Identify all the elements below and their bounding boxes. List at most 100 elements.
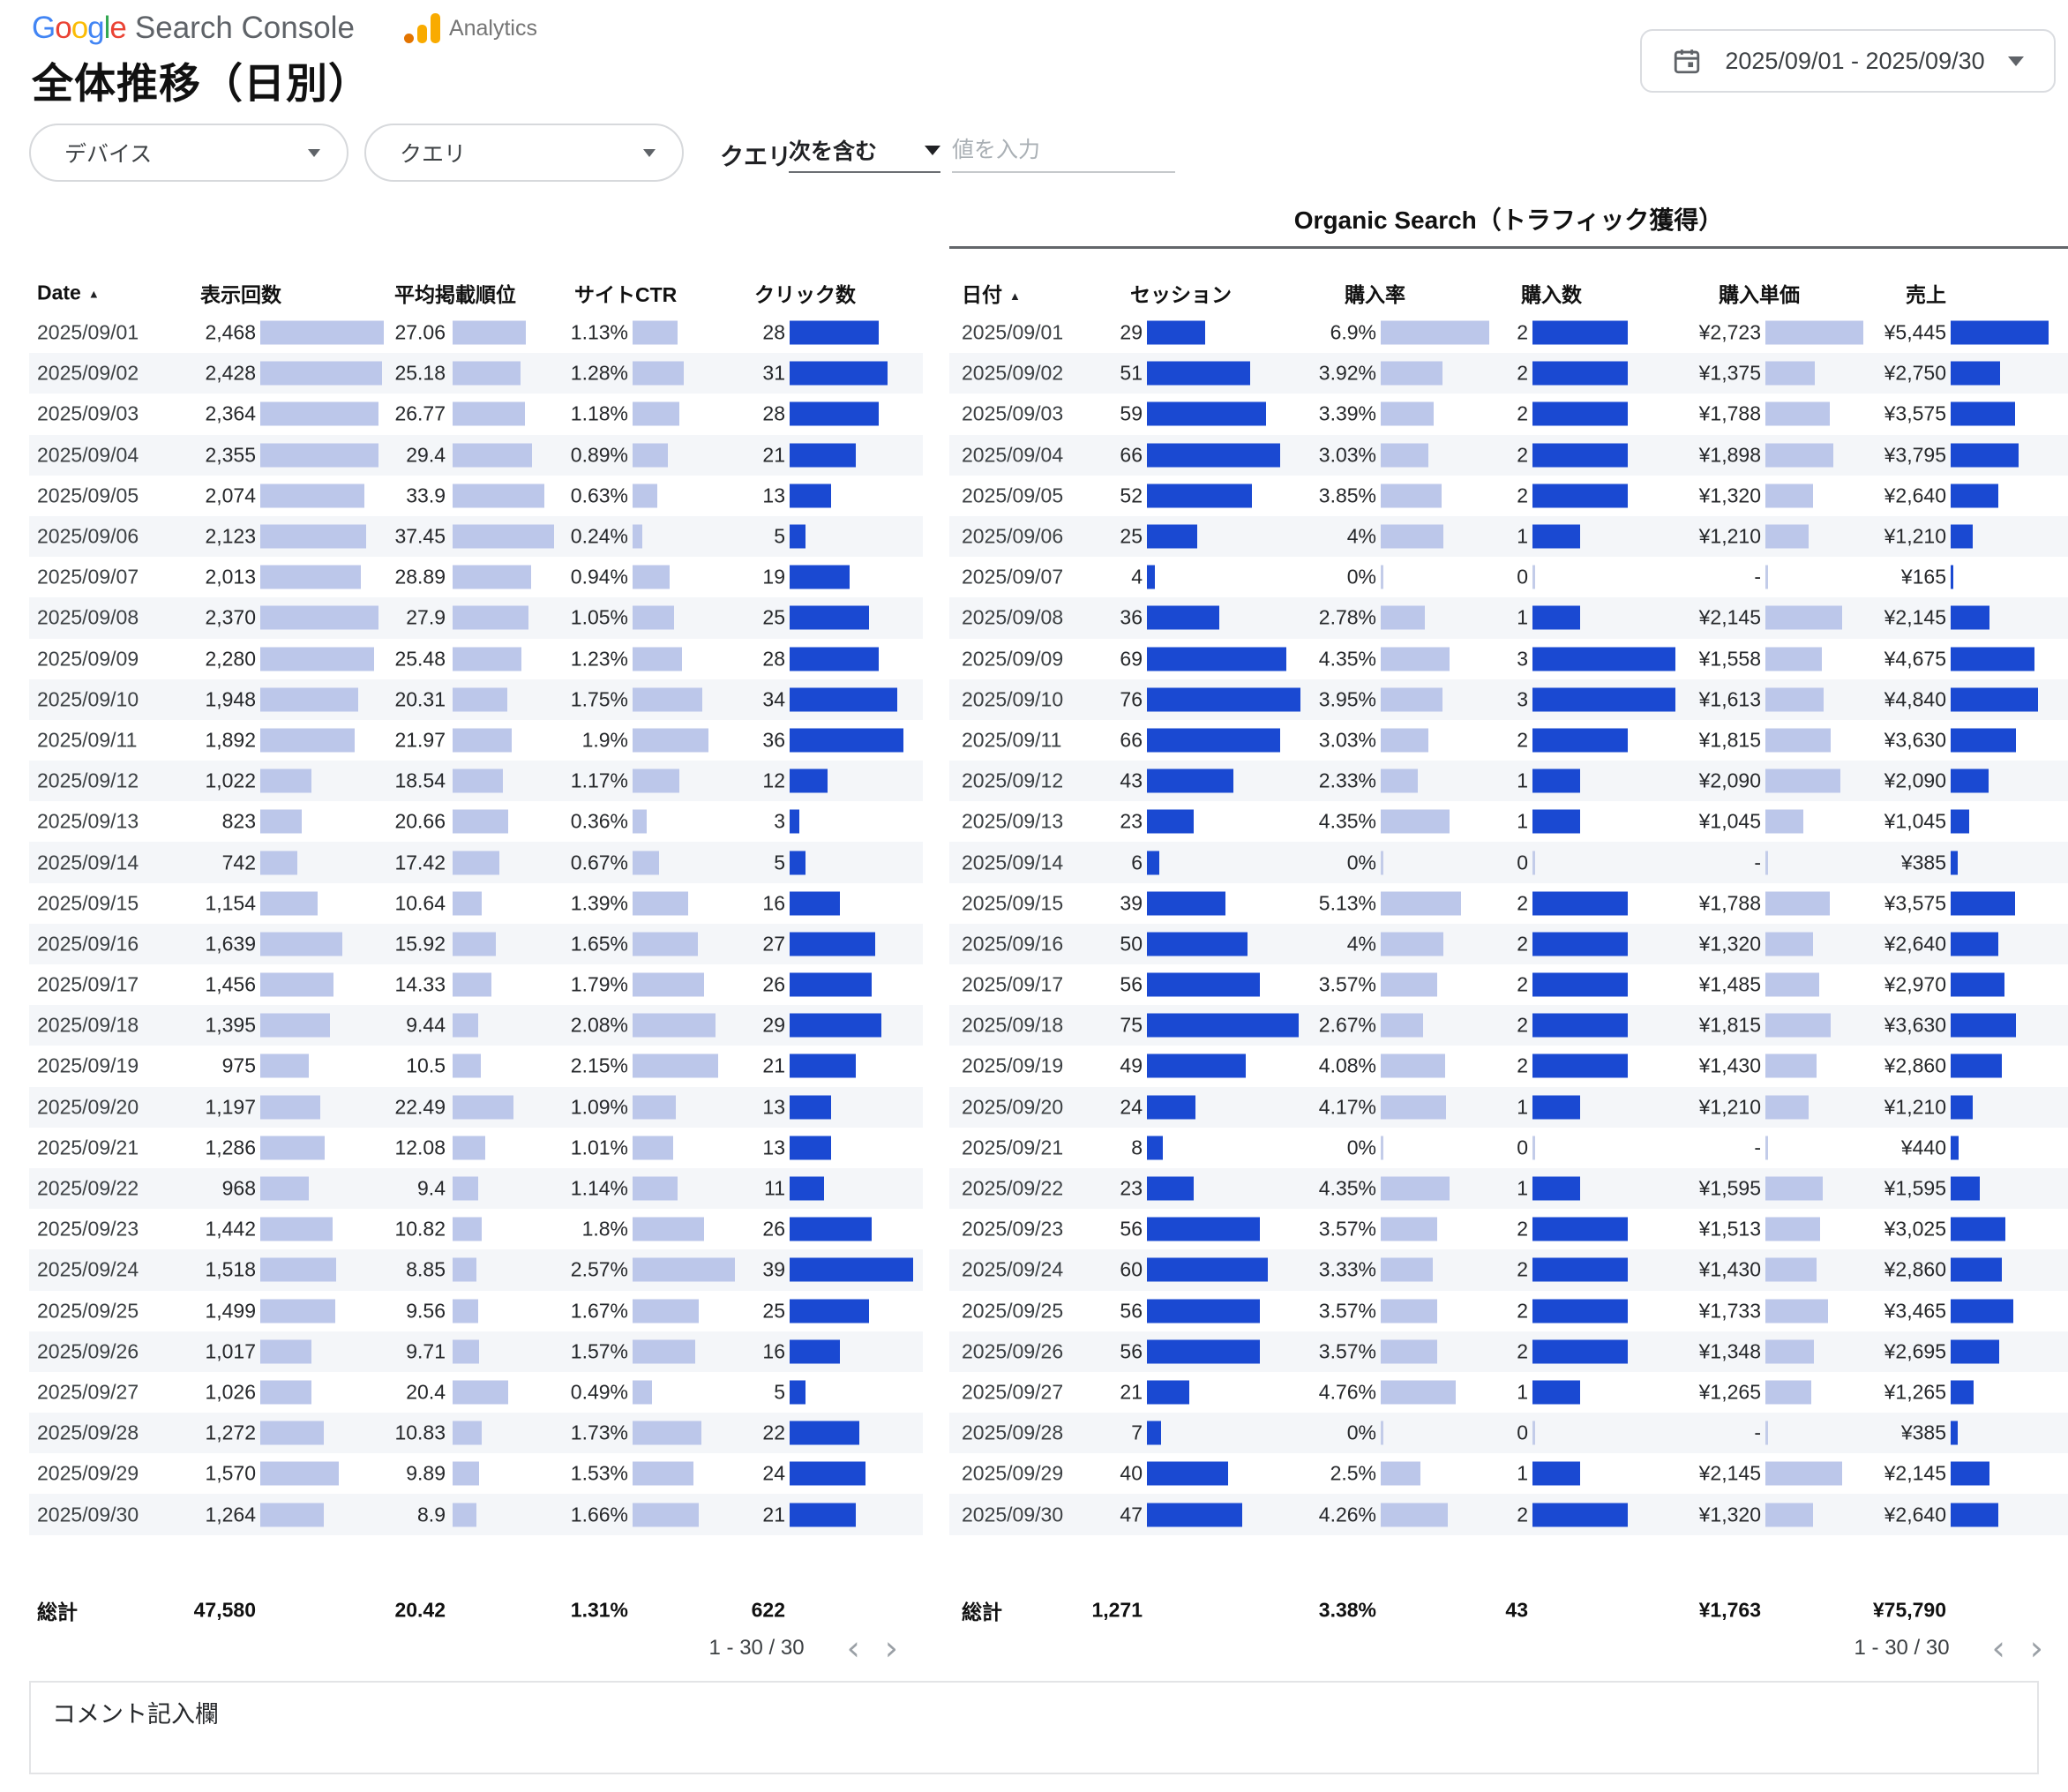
metric-bar [1381, 1095, 1447, 1120]
cell-value: 1,197 [205, 1095, 256, 1119]
metric-bar [1147, 687, 1300, 712]
cell-value: 3.03% [1318, 728, 1376, 752]
metric-bar [790, 647, 879, 671]
column-header-purchase-price[interactable]: 購入単価 [1719, 283, 1800, 306]
table-row: 2025/09/10 1,948 20.31 1.75% 34 [29, 679, 923, 720]
metric-bar [260, 443, 378, 468]
cell-value: 2,280 [205, 647, 256, 671]
table-row: 2025/09/03 59 3.39% 2 ¥1,788 ¥3,575 [949, 394, 2068, 434]
cell-value: 1,456 [205, 972, 256, 996]
prev-page-button[interactable]: ‹ [1991, 1628, 2005, 1668]
metric-bar [790, 1339, 841, 1364]
metric-bar [1951, 891, 2015, 916]
cell-value: 1,570 [205, 1461, 256, 1485]
table-row: 2025/09/30 1,264 8.9 1.66% 21 [29, 1494, 923, 1535]
next-page-button[interactable]: › [884, 1628, 898, 1668]
column-header-date[interactable]: 日付 ▲ [962, 283, 1021, 306]
pagination: 1 - 30 / 30 ‹ › [949, 1631, 2068, 1666]
metric-bar [1765, 809, 1803, 834]
metric-bar [1381, 769, 1418, 793]
cell-value: 9.4 [417, 1176, 446, 1200]
cell-date: 2025/09/22 [37, 1176, 139, 1200]
cell-date: 2025/09/10 [962, 687, 1064, 711]
cell-value: 0.89% [570, 443, 628, 467]
table-row: 2025/09/17 1,456 14.33 1.79% 26 [29, 964, 923, 1005]
cell-value: 2 [1517, 443, 1528, 467]
cell-value: 2 [1517, 401, 1528, 425]
cell-value: ¥1,210 [1884, 524, 1946, 548]
cell-value: 33.9 [406, 484, 446, 507]
cell-value: 1.79% [570, 972, 628, 996]
device-filter-dropdown[interactable]: デバイス [29, 124, 348, 182]
cell-value: 52 [1120, 484, 1143, 507]
cell-value: ¥1,320 [1698, 484, 1761, 507]
filter-value-input[interactable] [952, 129, 1175, 173]
metric-bar [1951, 809, 1970, 834]
table-row: 2025/09/04 2,355 29.4 0.89% 21 [29, 434, 923, 476]
metric-bar [790, 320, 879, 345]
cell-value: 2,355 [205, 443, 256, 467]
metric-bar [1951, 1176, 1980, 1201]
column-header-clicks[interactable]: クリック数 [754, 283, 856, 306]
metric-bar [260, 1299, 336, 1323]
cell-value: 36 [1120, 605, 1143, 629]
metric-bar [453, 1176, 478, 1201]
query-filter-dropdown[interactable]: クエリ [364, 124, 684, 182]
cell-value: 10.64 [394, 891, 446, 915]
next-page-button[interactable]: › [2029, 1628, 2043, 1668]
prev-page-button[interactable]: ‹ [846, 1628, 860, 1668]
cell-date: 2025/09/15 [37, 891, 139, 915]
cell-value: 21 [762, 1503, 785, 1526]
column-header-ctr[interactable]: サイトCTR [574, 283, 678, 306]
metric-bar [1532, 1053, 1628, 1078]
google-logo: Google [32, 11, 127, 45]
column-header-position[interactable]: 平均掲載順位 [394, 283, 516, 306]
metric-bar [453, 361, 521, 386]
metric-bar [1532, 484, 1628, 508]
column-header-sessions[interactable]: セッション [1130, 283, 1232, 306]
metric-bar [1532, 320, 1628, 345]
condition-select[interactable]: 次を含む [789, 129, 940, 173]
cell-value: 26 [762, 1217, 785, 1241]
date-range-picker[interactable]: 2025/09/01 - 2025/09/30 [1640, 29, 2056, 93]
column-header-date[interactable]: Date ▲ [37, 281, 100, 304]
cell-value: ¥1,558 [1698, 647, 1761, 671]
cell-value: ¥1,733 [1698, 1299, 1761, 1323]
cell-value: 2.5% [1330, 1461, 1376, 1485]
column-header-purchases[interactable]: 購入数 [1521, 283, 1582, 306]
cell-value: 3.92% [1318, 361, 1376, 385]
metric-bar [1765, 769, 1841, 793]
cell-date: 2025/09/28 [962, 1421, 1064, 1444]
table-row: 2025/09/03 2,364 26.77 1.18% 28 [29, 394, 923, 434]
table-body: 2025/09/01 2,468 27.06 1.13% 28 2025/09/02 2,4… [29, 312, 923, 1535]
cell-value: 51 [1120, 361, 1143, 385]
comment-box[interactable]: コメント記入欄 [29, 1681, 2039, 1774]
metric-bar [790, 728, 904, 753]
metric-bar [453, 687, 508, 712]
metric-bar [260, 687, 358, 712]
metric-bar [633, 728, 708, 753]
metric-bar [790, 769, 828, 793]
cell-value: 968 [221, 1176, 256, 1200]
column-header-revenue[interactable]: 売上 [1906, 283, 1946, 306]
metric-bar [790, 361, 888, 386]
metric-bar [260, 851, 298, 875]
column-header-impressions[interactable]: 表示回数 [200, 283, 281, 306]
cell-value: ¥1,348 [1698, 1339, 1761, 1363]
metric-bar [1381, 1503, 1448, 1527]
cell-value: ¥1,595 [1884, 1176, 1946, 1200]
cell-value: 1.39% [570, 891, 628, 915]
cell-value: ¥4,675 [1884, 647, 1946, 671]
cell-value: 1 [1517, 524, 1528, 548]
table-row: 2025/09/16 1,639 15.92 1.65% 27 [29, 923, 923, 964]
cell-date: 2025/09/24 [962, 1257, 1064, 1281]
cell-value: 5.13% [1318, 891, 1376, 915]
cell-value: ¥1,375 [1698, 361, 1761, 385]
column-header-purchase-rate[interactable]: 購入率 [1345, 283, 1405, 306]
metric-bar [1765, 1176, 1824, 1201]
metric-bar [453, 1136, 486, 1160]
cell-value: 20.31 [394, 687, 446, 711]
table-row: 2025/09/08 2,370 27.9 1.05% 25 [29, 597, 923, 639]
metric-bar [633, 401, 680, 426]
metric-bar [1532, 972, 1628, 997]
